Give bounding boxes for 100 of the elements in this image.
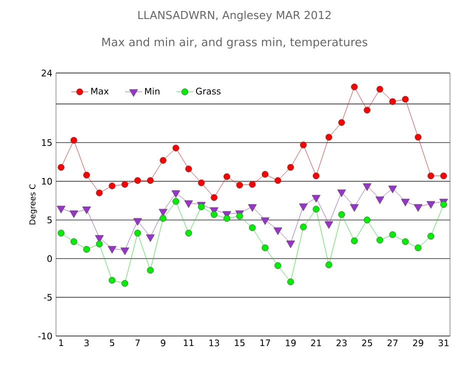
point [260, 217, 270, 225]
point [210, 194, 218, 201]
point [401, 198, 410, 206]
point [185, 230, 192, 237]
x-tick-label: 15 [234, 340, 245, 346]
x-tick-label: 27 [388, 340, 398, 346]
x-tick-label: 11 [184, 340, 194, 346]
point [389, 231, 396, 238]
point [286, 240, 295, 248]
x-tick-label: 7 [135, 340, 140, 346]
point [325, 134, 332, 141]
point [70, 238, 78, 246]
x-tick-label: 29 [413, 340, 424, 346]
y-tick-label: -10 [38, 332, 52, 340]
y-tick-label: 24 [42, 70, 52, 76]
point [172, 190, 180, 198]
point [56, 206, 66, 214]
point [364, 216, 371, 224]
point [338, 211, 346, 218]
point [287, 164, 294, 171]
point [172, 144, 180, 152]
point [58, 164, 64, 171]
point [364, 106, 371, 114]
y-tick-label: 5 [47, 216, 52, 224]
x-tick-label: 19 [286, 340, 296, 346]
point [402, 96, 409, 103]
point [172, 198, 180, 205]
point [184, 200, 193, 208]
point [338, 119, 346, 126]
point [299, 203, 308, 212]
point [248, 204, 257, 212]
point [262, 170, 269, 178]
point [248, 224, 256, 232]
point [388, 186, 397, 194]
point [96, 240, 103, 248]
point [427, 232, 434, 240]
point [83, 246, 90, 253]
point [236, 182, 243, 189]
legend-label: Min [145, 88, 160, 95]
x-tick-label: 23 [336, 340, 347, 346]
chart-title: LLANSADWRN, Anglesey MAR 2012 [138, 10, 331, 22]
legend-label: Max [91, 88, 109, 94]
point [312, 194, 320, 203]
point [223, 173, 230, 180]
point [210, 211, 218, 218]
x-tick-label: 9 [160, 340, 166, 346]
point [337, 190, 346, 198]
point [300, 142, 307, 148]
point [108, 276, 116, 284]
point [121, 280, 128, 287]
point [402, 238, 409, 246]
point [121, 181, 128, 188]
y-tick-label: 0 [47, 255, 52, 262]
point [160, 157, 166, 164]
point [389, 98, 396, 106]
point [134, 230, 141, 237]
point [376, 86, 384, 93]
point [96, 190, 103, 196]
point [376, 196, 384, 204]
point [274, 227, 282, 236]
x-tick-label: 21 [311, 340, 321, 346]
y-tick-label: 15 [42, 139, 52, 146]
point [146, 177, 154, 184]
point [274, 262, 282, 269]
x-tick-label: 17 [260, 340, 270, 346]
point [146, 266, 154, 274]
point [287, 278, 294, 286]
point [440, 172, 448, 180]
point [414, 134, 422, 141]
x-tick-label: 13 [209, 340, 220, 346]
point [133, 218, 142, 226]
point [236, 212, 243, 220]
point [185, 166, 192, 172]
point [248, 181, 256, 188]
point [324, 221, 334, 229]
x-tick-label: 25 [362, 340, 372, 346]
y-tick-label: 10 [42, 178, 52, 185]
point [426, 201, 436, 209]
point [83, 172, 90, 178]
point [300, 224, 307, 230]
point [82, 206, 91, 214]
x-tick-label: 1 [59, 340, 64, 346]
chart-subtitle: Max and min air, and grass min, temperatures [102, 37, 368, 49]
legend-label: Grass [196, 88, 221, 95]
point [350, 84, 358, 90]
point [427, 172, 434, 180]
x-tick-label: 31 [438, 340, 449, 346]
point [70, 136, 78, 144]
point [325, 261, 332, 268]
point [58, 230, 64, 237]
point [160, 215, 166, 222]
point [414, 244, 422, 252]
point [312, 172, 320, 180]
point [108, 182, 116, 190]
y-tick-label: -5 [44, 294, 52, 301]
point [362, 183, 372, 191]
point [223, 215, 230, 222]
point [312, 206, 320, 213]
point [134, 177, 141, 184]
point [274, 177, 282, 184]
